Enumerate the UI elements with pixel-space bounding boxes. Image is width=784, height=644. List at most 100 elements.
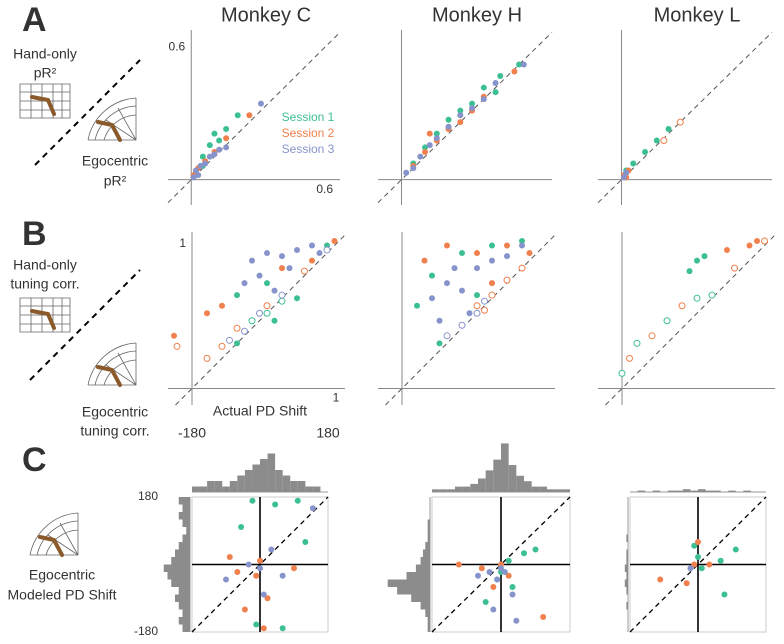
hist-bar [422, 549, 430, 557]
polar-icon [87, 97, 137, 142]
point [653, 137, 660, 144]
hist-bar [178, 497, 190, 505]
point [761, 237, 768, 245]
point [211, 130, 218, 137]
x-tick-label: -180 [178, 425, 206, 441]
point [294, 247, 300, 254]
point [249, 497, 256, 504]
hist-bar [427, 519, 430, 527]
point [271, 317, 278, 324]
hist-bar [178, 512, 190, 520]
point [518, 264, 526, 272]
point [421, 257, 428, 264]
point [633, 339, 641, 347]
polar-icon [87, 342, 137, 387]
point [519, 238, 525, 245]
point [436, 317, 443, 324]
point [234, 112, 241, 119]
point [264, 280, 270, 287]
hist-bar [713, 490, 721, 492]
identity-line [605, 234, 776, 406]
point [286, 265, 293, 272]
point [426, 130, 433, 137]
point [490, 606, 497, 613]
hist-bar [214, 481, 223, 492]
point [683, 580, 690, 587]
hist-bar [186, 527, 190, 535]
point [516, 61, 523, 68]
point [302, 539, 309, 545]
point [494, 576, 501, 583]
point [403, 169, 410, 176]
hist-bar [637, 490, 646, 492]
point [660, 137, 668, 145]
point [173, 342, 181, 350]
point [219, 302, 225, 309]
hist-bar [478, 478, 486, 492]
point [695, 539, 701, 545]
hist-bar [199, 486, 208, 492]
hist-bar [508, 465, 517, 492]
hist-bar [682, 489, 691, 492]
hist-bar [539, 486, 547, 492]
point [218, 342, 226, 350]
row-label: Modeled PD Shift [8, 587, 117, 603]
point [331, 238, 338, 245]
hist-bar [182, 624, 190, 632]
point [451, 265, 458, 272]
row-label: Egocentric [82, 153, 148, 169]
point [678, 302, 686, 310]
point [433, 130, 440, 137]
point [272, 501, 279, 508]
point [206, 153, 213, 160]
point [503, 276, 511, 284]
row-label: tuning corr. [10, 276, 79, 292]
point [526, 250, 533, 257]
point [199, 153, 206, 160]
point [481, 306, 488, 314]
point [443, 332, 451, 340]
point [642, 149, 649, 156]
x-tick-label: 180 [316, 425, 340, 441]
panel-letter: C [22, 441, 47, 479]
point [474, 250, 480, 257]
point [429, 272, 435, 279]
hist-bar [175, 549, 190, 557]
point [731, 264, 738, 272]
point [291, 565, 297, 572]
hist-bar [470, 483, 478, 492]
point [630, 160, 637, 167]
point [204, 310, 210, 317]
point [473, 309, 481, 317]
row-label: Hand-only [13, 46, 77, 62]
hist-bar [698, 489, 706, 492]
point [665, 126, 672, 133]
row-label: Hand-only [13, 257, 77, 273]
point [301, 267, 308, 275]
column-title: Monkey C [221, 4, 311, 26]
point [414, 302, 420, 309]
point [466, 310, 473, 317]
hist-bar [182, 609, 190, 617]
point [238, 524, 245, 530]
point [422, 144, 429, 151]
hist-bar [252, 464, 260, 492]
point [504, 242, 510, 249]
hist-bar [237, 475, 245, 492]
point [253, 572, 260, 579]
point [223, 144, 230, 151]
point [482, 599, 489, 605]
identity-line [377, 31, 553, 204]
hist-bar [178, 602, 190, 610]
hist-bar [667, 490, 676, 492]
point [234, 292, 240, 299]
hist-bar [178, 542, 190, 550]
hist-bar [462, 486, 471, 492]
identity-line [191, 496, 329, 633]
point [492, 79, 499, 86]
point [226, 554, 233, 560]
hist-bar [192, 486, 200, 492]
y-tick-label: 180 [138, 489, 158, 503]
hist-bar [432, 489, 440, 492]
point [717, 557, 724, 564]
